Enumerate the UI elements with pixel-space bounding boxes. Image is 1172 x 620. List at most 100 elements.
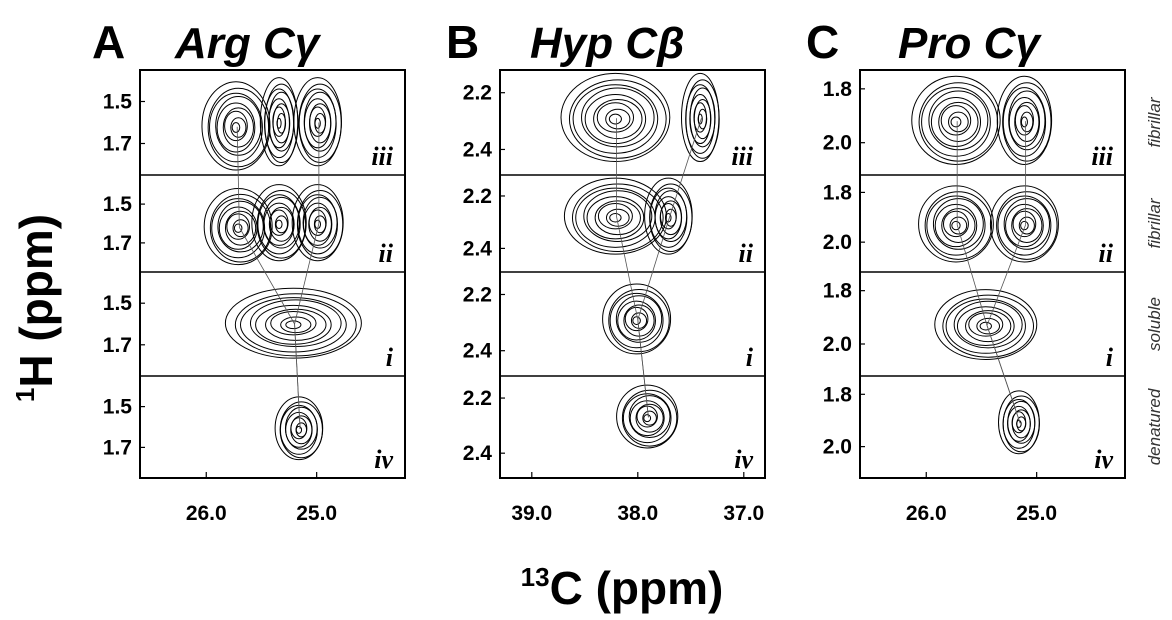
row-label: iv (1094, 445, 1113, 474)
contour-line (218, 206, 258, 250)
y-tick-label: 1.8 (823, 280, 853, 303)
contour-line (996, 75, 1053, 165)
contour-line (1016, 419, 1022, 428)
contour-line (586, 196, 645, 240)
panel-title: Hyp Cβ (530, 19, 684, 68)
row-label: i (746, 343, 754, 372)
y-tick-label: 1.7 (103, 436, 132, 459)
y-tick-label: 2.2 (463, 387, 492, 410)
contour-line (263, 202, 295, 246)
contour-line (1002, 82, 1052, 162)
contour-line (632, 316, 641, 325)
contour-line (215, 96, 262, 156)
row-label: i (1106, 343, 1114, 372)
contour-line (1014, 105, 1034, 136)
contour-line (609, 292, 664, 349)
contour-line (615, 295, 663, 343)
contour-line (979, 321, 992, 331)
contour-line (951, 220, 961, 231)
row-label: iv (734, 445, 753, 474)
contour-line (295, 425, 303, 434)
panel-title: Pro Cγ (898, 19, 1042, 68)
y-tick-label: 1.5 (103, 292, 133, 315)
y-tick-label: 1.7 (103, 232, 132, 255)
contour-line (1005, 203, 1044, 248)
y-tick-label: 2.2 (463, 283, 492, 306)
contour-line (1018, 216, 1035, 235)
contour-line (697, 113, 703, 125)
row-ii: 2.2 2.4 ii (463, 174, 765, 268)
row-i: 2.2 2.4 i (463, 271, 765, 372)
contour-line (224, 210, 257, 246)
panel-frame (139, 69, 406, 479)
contour-line (945, 298, 1026, 354)
contour-line (943, 210, 969, 238)
contour-line (654, 196, 683, 240)
contour-line (621, 389, 678, 447)
contour-line (1020, 111, 1034, 133)
y-tick-label: 1.8 (823, 181, 853, 204)
x-tick-label: 25.0 (296, 502, 337, 525)
contour-line (303, 98, 332, 149)
row-i: 1.8 2.0 i (823, 271, 1125, 372)
contour-line (938, 101, 979, 143)
contour-line (596, 102, 635, 133)
contour-line (256, 190, 307, 259)
state-label-denatured: denatured (1145, 388, 1164, 465)
contour-line (251, 184, 307, 262)
contour-line (280, 316, 312, 334)
x-tick-label: 39.0 (511, 502, 552, 525)
contour-line (1003, 198, 1050, 250)
row-ii: 1.8 2.0 ii (823, 174, 1125, 268)
contour-line (233, 223, 243, 233)
y-axis-label: 1H (ppm) (10, 214, 62, 402)
y-tick-label: 2.4 (463, 237, 493, 260)
row-label: iii (731, 142, 753, 171)
contour-line (1008, 90, 1046, 151)
y-tick-label: 1.5 (103, 91, 133, 114)
contour-line (270, 311, 317, 336)
contour-line (629, 400, 665, 437)
x-axis-label-superscript: 13 (521, 562, 550, 592)
peak-guides (236, 122, 320, 430)
contour-line (924, 191, 993, 260)
contour-line (635, 403, 664, 433)
contour-line (1011, 208, 1043, 243)
contour-line (934, 289, 1038, 360)
y-tick-label: 2.4 (463, 340, 493, 363)
contour-line (276, 117, 282, 129)
contour-line (934, 203, 978, 248)
contour-line (308, 209, 327, 236)
row-label: ii (739, 239, 754, 268)
contour-line (942, 294, 1035, 358)
contour-line (224, 287, 362, 359)
contour-line (643, 414, 652, 423)
guide-line (637, 216, 670, 320)
contour-line (594, 200, 641, 236)
state-label-fibrillar: fibrillar (1145, 96, 1164, 147)
contour-line (1020, 220, 1029, 231)
panel-frame (859, 69, 1126, 479)
contour-line (911, 75, 1001, 165)
row-iv: 1.5 1.7 iv (103, 375, 405, 474)
panel-b: B Hyp Cβ 2.2 2.4 iii 2.2 2.4 ii 2.2 2.4 i 2.2 2.4 iv 3… (446, 16, 766, 525)
contour-line (617, 300, 656, 341)
x-tick-label: 38.0 (617, 502, 658, 525)
panel-letter: B (446, 16, 479, 68)
contour-line (584, 94, 647, 145)
y-tick-label: 1.7 (103, 334, 132, 357)
contour-line (209, 92, 263, 163)
guide-line (986, 325, 1021, 424)
guide-line (637, 319, 649, 418)
contour-line (593, 98, 643, 140)
contour-line (921, 87, 991, 157)
y-tick-label: 2.4 (463, 442, 493, 465)
y-axis-label-superscript: 1 (10, 388, 40, 402)
state-labels: fibrillar fibrillar soluble denatured (1145, 96, 1164, 465)
row-iii: 1.8 2.0 iii (823, 75, 1114, 171)
row-label: iv (374, 445, 393, 474)
y-tick-label: 1.8 (823, 78, 853, 101)
state-label-fibrillar: fibrillar (1145, 197, 1164, 248)
contour-line (230, 117, 247, 138)
contour-line (234, 293, 357, 357)
